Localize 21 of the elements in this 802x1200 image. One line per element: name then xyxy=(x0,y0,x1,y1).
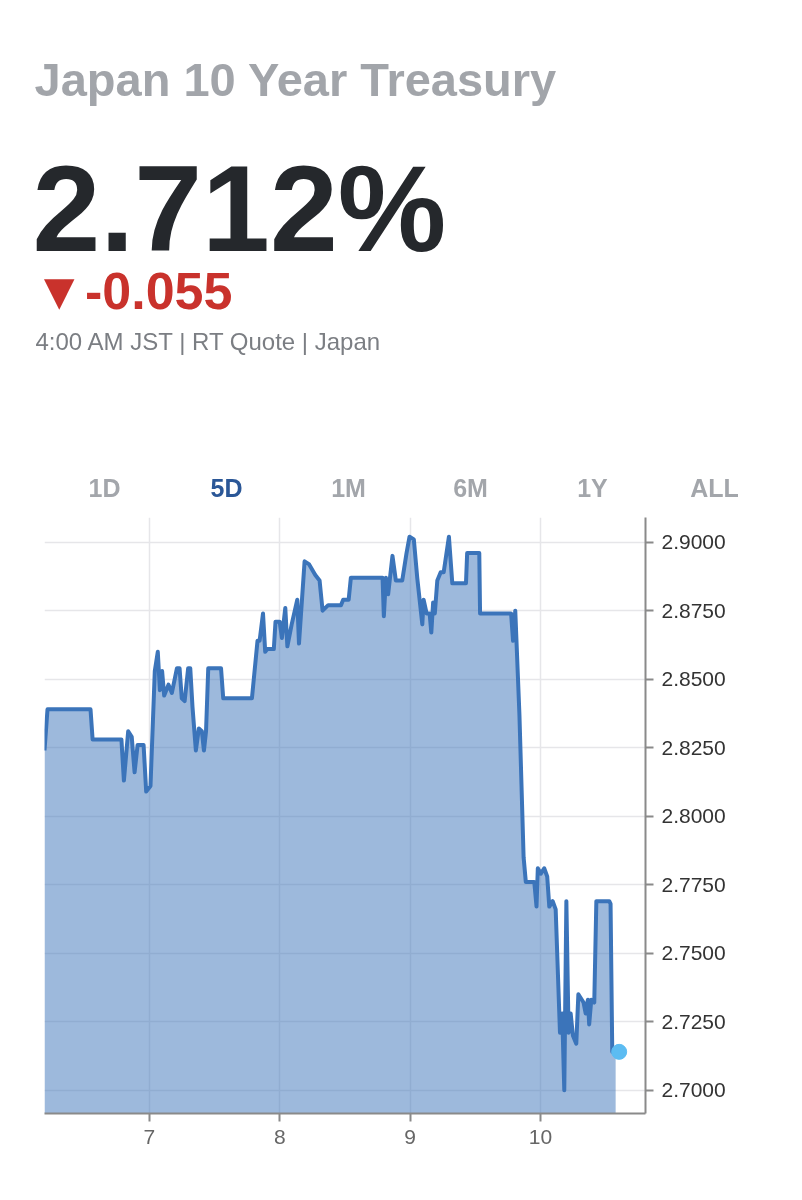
text: 4:00 AM JST | RT Quote | Japan xyxy=(35,328,381,355)
x-tick-label: 9 xyxy=(404,1124,417,1148)
chart-title: Japan 10 Year Treasury xyxy=(34,53,557,106)
x-tick-label: 10 xyxy=(528,1124,553,1148)
y-tick-label: 2.7250 xyxy=(661,1009,726,1033)
text: 1M xyxy=(331,473,366,502)
y-tick-label: 2.8250 xyxy=(661,735,726,759)
y-tick-label: 2.8750 xyxy=(661,598,726,622)
text: 1D xyxy=(88,473,121,502)
y-tick-label: 2.8000 xyxy=(661,804,726,828)
y-tick-label: 2.9000 xyxy=(661,530,726,554)
text: 6M xyxy=(453,473,488,502)
text: 1Y xyxy=(577,473,609,502)
text: ALL xyxy=(690,473,739,502)
y-tick-label: 2.8500 xyxy=(661,667,726,691)
text: 5D xyxy=(210,473,243,502)
x-tick-label: 8 xyxy=(273,1124,286,1148)
y-tick-label: 2.7000 xyxy=(661,1078,726,1102)
y-tick-label: 2.7500 xyxy=(661,941,726,965)
y-tick-label: 2.7750 xyxy=(661,872,726,896)
x-tick-label: 7 xyxy=(143,1124,156,1148)
